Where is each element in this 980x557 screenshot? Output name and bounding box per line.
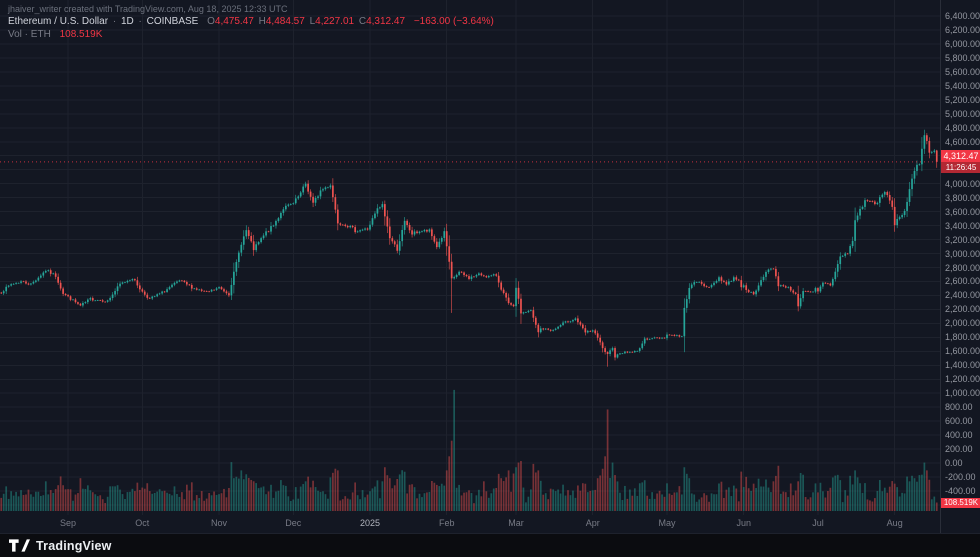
open-value: 4,475.47 [214,16,254,27]
price-tick: 6,200.00 [945,25,980,35]
current-price-badge: 4,312.47 11:26:45 [941,149,980,173]
high-value: 4,484.57 [265,16,305,27]
price-tick: 3,800.00 [945,192,980,203]
volume-value: 108.519K [59,29,103,40]
price-tick: 1,600.00 [945,346,980,357]
price-tick: 2,400.00 [945,290,980,301]
time-tick-2025: 2025 [359,518,381,528]
price-tick: 4,000.00 [945,178,980,189]
price-tick: 600.00 [945,416,973,427]
symbol-exchange[interactable]: COINBASE [146,16,199,27]
price-tick: -200.00 [945,472,976,483]
price-tick: 4,600.00 [945,136,980,147]
time-tick-mar: Mar [508,518,524,528]
axis-corner [940,515,980,533]
price-tick: 2,000.00 [945,318,980,329]
time-tick-apr: Apr [585,518,600,528]
time-tick-aug: Aug [886,518,903,528]
low-value: 4,227.01 [315,16,355,27]
price-tick: 400.00 [945,430,973,441]
bar-countdown: 11:26:45 [941,161,980,173]
volume-legend-row[interactable]: Vol · ETH 108.519K [8,28,494,41]
price-tick: 200.00 [945,444,973,455]
time-tick-sep: Sep [60,518,77,528]
symbol-interval[interactable]: 1D [120,16,134,27]
price-tick: 2,800.00 [945,262,980,273]
price-tick: 3,400.00 [945,220,980,231]
time-tick-feb: Feb [438,518,455,528]
time-tick-may: May [658,518,676,528]
tradingview-wordmark[interactable]: TradingView [36,538,112,553]
time-axis[interactable]: Sep Oct Nov Dec 2025 Feb Mar Apr May Jun Jul Aug [0,515,940,533]
close-value: 4,312.47 [366,16,406,27]
tradingview-logo-icon[interactable] [9,539,30,552]
price-tick: 6,000.00 [945,38,980,49]
price-axis[interactable]: 6,400.00 6,200.00 6,000.00 5,800.00 5,600.00… [940,0,980,515]
price-tick: 5,200.00 [945,94,980,105]
snapshot-attribution: jhaiver_writer created with TradingView.… [8,4,288,14]
time-tick-jul: Jul [812,518,824,528]
price-chart[interactable] [0,0,940,515]
price-tick: 5,400.00 [945,80,980,91]
open-label: O [207,16,215,27]
price-tick: 4,800.00 [945,122,980,133]
time-tick-oct: Oct [135,518,150,528]
price-tick: 1,400.00 [945,360,980,371]
price-tick: 5,800.00 [945,52,980,63]
change-value: −163.00 (−3.64%) [413,16,494,27]
price-tick: 6,400.00 [945,11,980,22]
current-volume-badge: 108.519K [941,497,980,508]
price-tick: 3,600.00 [945,206,980,217]
price-tick: 1,000.00 [945,388,980,399]
volume-label: Vol · ETH [8,29,51,40]
high-label: H [258,16,266,27]
price-tick: 1,800.00 [945,332,980,343]
low-label: L [309,16,316,27]
legend-separator: · [138,16,142,27]
price-tick: 2,600.00 [945,276,980,287]
symbol-legend-row[interactable]: Ethereum / U.S. Dollar · 1D · COINBASE O… [8,15,494,28]
time-tick-dec: Dec [285,518,302,528]
price-tick: 2,200.00 [945,304,980,315]
legend: Ethereum / U.S. Dollar · 1D · COINBASE O… [8,15,494,41]
price-tick: 5,000.00 [945,108,980,119]
price-tick: 800.00 [945,402,973,413]
price-tick: 5,600.00 [945,66,980,77]
current-price-value: 4,312.47 [943,150,979,161]
close-label: C [358,16,367,27]
price-tick: 3,000.00 [945,248,980,259]
price-tick: -400.00 [945,486,976,497]
price-tick: 0.00 [945,458,963,469]
price-tick: 3,200.00 [945,234,980,245]
time-tick-jun: Jun [736,518,751,528]
price-tick: 1,200.00 [945,374,980,385]
symbol-title[interactable]: Ethereum / U.S. Dollar [8,16,109,27]
footer-bar: TradingView [0,533,980,557]
legend-separator: · [112,16,117,27]
time-tick-nov: Nov [211,518,228,528]
